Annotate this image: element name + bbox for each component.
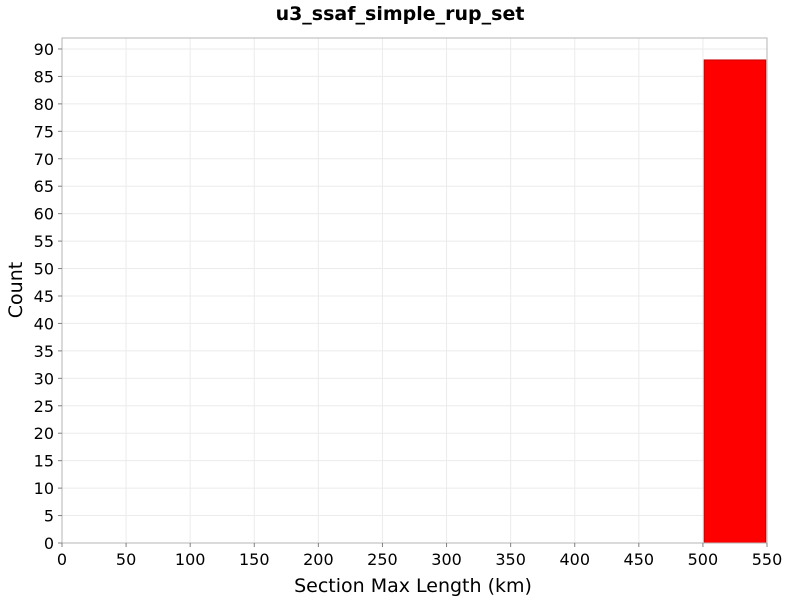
- y-tick-label: 65: [34, 177, 54, 196]
- grid-lines: [61, 38, 768, 544]
- y-tick-label: 20: [34, 424, 54, 443]
- x-tick-label: 350: [495, 550, 526, 569]
- y-tick-label: 85: [34, 67, 54, 86]
- x-tick-label: 0: [57, 550, 67, 569]
- y-tick-label: 80: [34, 95, 54, 114]
- y-tick-label: 30: [34, 369, 54, 388]
- y-tick-label: 25: [34, 397, 54, 416]
- y-axis-label: Count: [5, 262, 27, 318]
- y-tick-label: 45: [34, 287, 54, 306]
- x-tick-label: 450: [624, 550, 655, 569]
- y-tick-label: 75: [34, 122, 54, 141]
- y-tick-label: 50: [34, 260, 54, 279]
- y-tick-label: 90: [34, 40, 54, 59]
- x-tick-label: 150: [239, 550, 270, 569]
- plot-frame: [61, 37, 768, 544]
- y-tick-label: 35: [34, 342, 54, 361]
- x-tick-label: 550: [752, 550, 783, 569]
- histogram-bar: [703, 59, 767, 544]
- tick-labels: 0 50 100 150 200 250 300 350 400 450 500 550 0 5 10 15 2…: [34, 40, 783, 569]
- y-tick-label: 5: [44, 507, 54, 526]
- chart-title: u3_ssaf_simple_rup_set: [276, 3, 525, 25]
- bars: [703, 59, 767, 544]
- x-tick-label: 100: [175, 550, 206, 569]
- x-tick-label: 500: [688, 550, 719, 569]
- y-tick-label: 0: [44, 534, 54, 553]
- y-tick-label: 55: [34, 232, 54, 251]
- y-tick-label: 15: [34, 452, 54, 471]
- x-axis-label: Section Max Length (km): [294, 575, 532, 597]
- x-tick-label: 200: [303, 550, 334, 569]
- y-tick-label: 70: [34, 150, 54, 169]
- x-tick-label: 300: [431, 550, 462, 569]
- x-tick-label: 400: [559, 550, 590, 569]
- y-tick-label: 40: [34, 314, 54, 333]
- y-tick-label: 10: [34, 479, 54, 498]
- x-tick-label: 250: [367, 550, 398, 569]
- x-tick-label: 50: [116, 550, 136, 569]
- y-tick-label: 60: [34, 205, 54, 224]
